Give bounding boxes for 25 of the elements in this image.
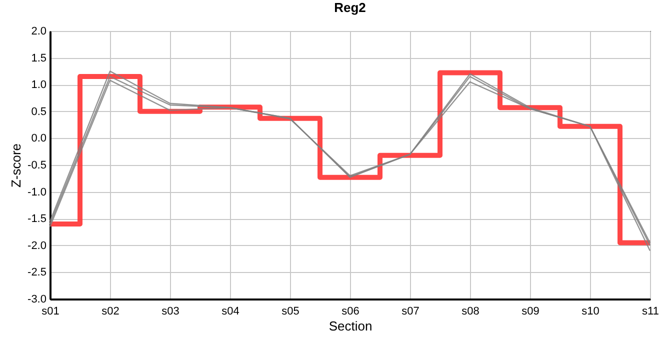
x-tick-label: s01 (42, 306, 60, 318)
chart-title: Reg2 (334, 0, 366, 15)
y-tick-label: -3.0 (28, 294, 46, 306)
y-tick-label: 2.0 (31, 26, 46, 38)
x-tick-label: s09 (522, 306, 540, 318)
x-tick-label: s07 (402, 306, 420, 318)
x-tick-label: s10 (582, 306, 600, 318)
y-tick-label: -0.5 (28, 160, 46, 172)
y-tick-label: -1.0 (28, 186, 46, 198)
x-tick-label: s04 (222, 306, 240, 318)
y-tick-label: 1.0 (31, 79, 46, 92)
y-axis-title: Z-score (8, 143, 24, 188)
y-tick-label: -2.0 (28, 240, 46, 252)
x-tick-label: s06 (342, 306, 360, 318)
x-tick-label: s11 (642, 306, 659, 318)
y-tick-label: 0.0 (31, 132, 46, 145)
y-tick-label: 0.5 (31, 106, 46, 118)
x-axis-title: Section (328, 318, 372, 334)
x-tick-label: s05 (282, 306, 300, 318)
y-tick-label: 1.5 (31, 52, 46, 64)
x-tick-label: s03 (162, 306, 180, 318)
x-tick-label: s08 (462, 306, 480, 318)
x-tick-label: s02 (102, 306, 120, 318)
y-tick-label: -2.5 (28, 266, 46, 279)
y-tick-label: -1.5 (28, 213, 46, 226)
